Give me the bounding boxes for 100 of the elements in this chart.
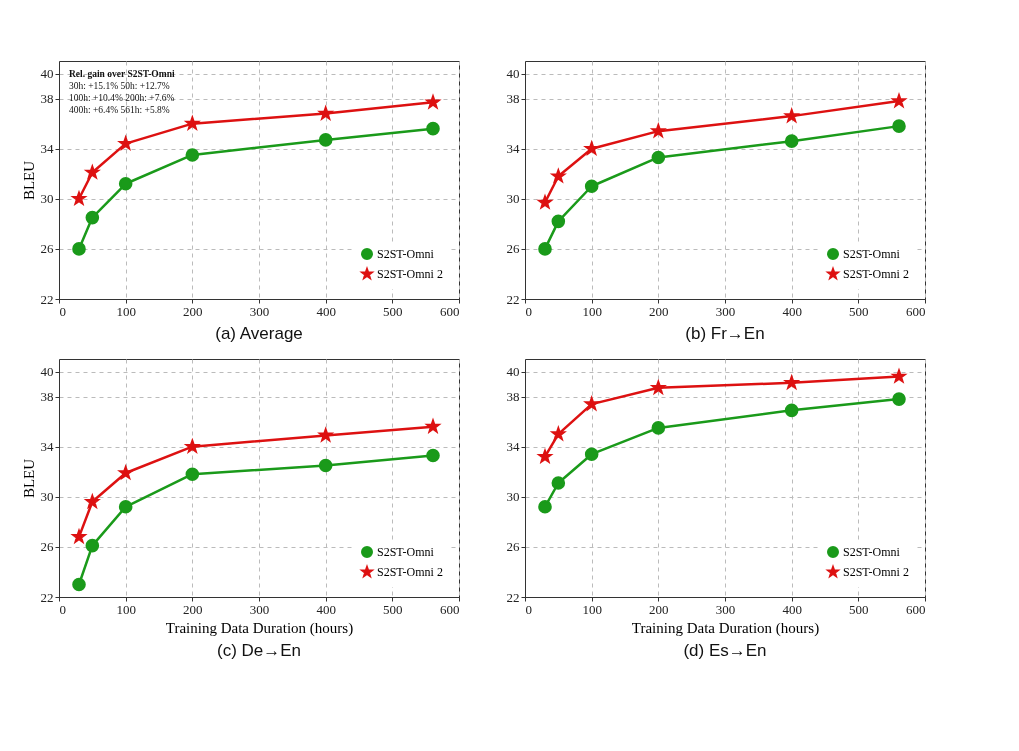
annotation: 400h: +6.4% 561h: +5.8% xyxy=(69,105,170,115)
point xyxy=(183,114,201,131)
y-tick-label: 34 xyxy=(40,141,54,157)
y-tick-label: 26 xyxy=(506,539,520,555)
point xyxy=(651,421,666,435)
y-tick-label: 38 xyxy=(40,91,54,107)
point xyxy=(317,104,335,121)
x-tick-label: 0 xyxy=(525,601,532,617)
y-tick-label: 30 xyxy=(40,489,54,505)
point xyxy=(551,476,566,490)
point xyxy=(892,94,906,107)
x-tick-label: 500 xyxy=(849,303,869,319)
x-tick-label: 300 xyxy=(249,601,270,617)
x-tick-label: 0 xyxy=(59,601,66,617)
legend-label: S2ST-Omni 2 xyxy=(843,565,909,579)
y-tick-label: 38 xyxy=(506,91,520,107)
point xyxy=(551,169,565,182)
annotation: 30h: +15.1% 50h: +12.7% xyxy=(69,81,170,91)
x-tick-label: 100 xyxy=(582,601,602,617)
x-tick-label: 600 xyxy=(906,303,926,319)
legend-label: S2ST-Omni 2 xyxy=(843,267,909,281)
point xyxy=(784,403,799,418)
point xyxy=(549,425,567,442)
y-tick-label: 30 xyxy=(40,191,54,207)
point xyxy=(117,134,133,151)
point xyxy=(584,447,599,461)
x-tick-label: 300 xyxy=(249,303,270,319)
y-tick-label: 26 xyxy=(40,539,54,555)
y-tick-label: 38 xyxy=(506,389,520,405)
point xyxy=(892,119,906,133)
x-tick-label: 500 xyxy=(849,601,869,617)
point xyxy=(185,439,199,453)
legend-label: S2ST-Omni xyxy=(377,247,435,261)
x-tick-label: 600 xyxy=(440,303,460,319)
point xyxy=(649,379,667,396)
text: (b) Fr→En xyxy=(685,324,765,343)
x-tick-label: 200 xyxy=(183,601,203,617)
x-axis-title: Training Data Duration (hours) xyxy=(165,619,354,637)
point xyxy=(785,109,799,122)
x-axis-title: Training Data Duration (hours) xyxy=(631,619,820,637)
x-tick-label: 500 xyxy=(383,303,403,319)
point xyxy=(72,242,86,256)
legend-label: S2ST-Omni 2 xyxy=(377,267,443,281)
point xyxy=(119,466,133,479)
annotation: Rel. gain over S2ST-Omni xyxy=(69,69,175,79)
legend-label: S2ST-Omni xyxy=(843,545,901,559)
point xyxy=(118,176,133,191)
point xyxy=(72,577,86,592)
point xyxy=(651,150,666,165)
y-tick-label: 22 xyxy=(40,291,54,307)
point xyxy=(538,500,552,514)
x-tick-label: 400 xyxy=(782,601,802,617)
x-tick-label: 200 xyxy=(649,303,669,319)
annotation: 100h: +10.4% 200h: +7.6% xyxy=(69,93,175,103)
x-tick-label: 0 xyxy=(59,303,66,319)
point xyxy=(890,367,908,384)
y-tick-label: 34 xyxy=(506,141,520,157)
point xyxy=(551,214,566,229)
x-tick-label: 0 xyxy=(525,303,532,319)
text: (a) Average xyxy=(215,324,303,343)
point xyxy=(783,374,801,391)
point xyxy=(185,467,200,482)
point xyxy=(784,134,799,148)
y-tick-label: 30 xyxy=(506,191,520,207)
legend-label: S2ST-Omni 2 xyxy=(377,565,443,579)
y-tick-label: 26 xyxy=(40,241,54,257)
x-tick-label: 600 xyxy=(906,601,926,617)
point xyxy=(426,448,440,463)
x-tick-label: 500 xyxy=(383,601,403,617)
y-tick-label: 34 xyxy=(506,439,520,455)
point xyxy=(85,210,100,225)
point xyxy=(317,426,335,443)
x-tick-label: 200 xyxy=(183,303,203,319)
point xyxy=(892,392,906,406)
point xyxy=(83,493,101,510)
text: (c) De→En xyxy=(216,641,302,660)
point xyxy=(426,121,440,136)
text: (d) Es→En xyxy=(683,641,767,660)
point xyxy=(584,179,599,194)
legend-label: S2ST-Omni xyxy=(377,545,435,559)
x-tick-label: 100 xyxy=(116,601,136,617)
x-tick-label: 300 xyxy=(715,601,736,617)
point xyxy=(118,500,133,514)
point xyxy=(585,141,599,155)
point xyxy=(424,93,442,110)
y-tick-label: 40 xyxy=(506,66,520,82)
y-tick-label: 26 xyxy=(506,241,520,257)
point xyxy=(424,417,442,434)
y-tick-label: 34 xyxy=(40,439,54,455)
y-tick-label: 40 xyxy=(506,364,520,380)
point xyxy=(85,538,100,553)
y-tick-label: 22 xyxy=(40,589,54,605)
point xyxy=(318,458,333,473)
y-tick-label: 38 xyxy=(40,389,54,405)
x-tick-label: 400 xyxy=(316,601,336,617)
x-tick-label: 100 xyxy=(582,303,602,319)
x-tick-label: 100 xyxy=(116,303,136,319)
y-tick-label: 40 xyxy=(40,66,54,82)
point xyxy=(538,242,552,256)
y-axis-title: BLEU xyxy=(20,160,37,201)
